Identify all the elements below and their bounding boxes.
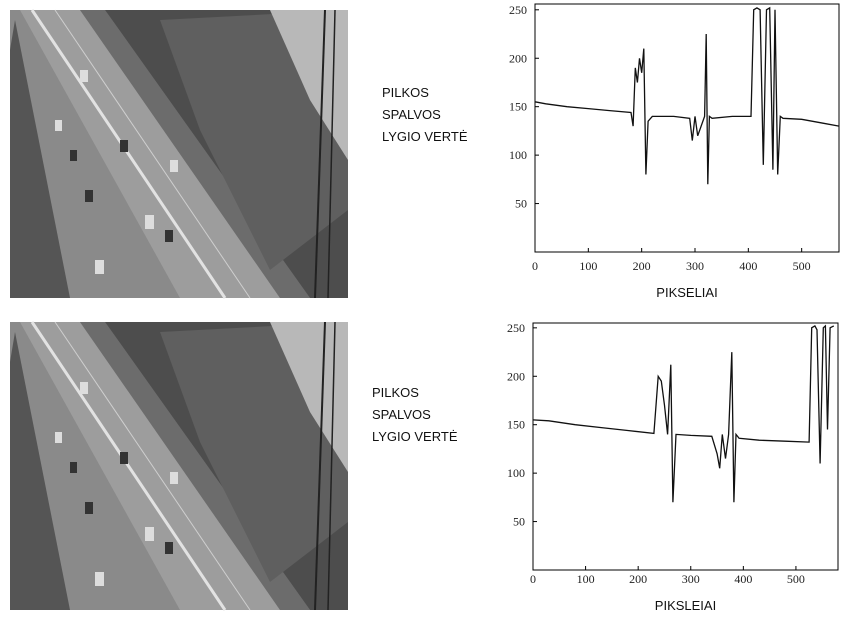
- y-axis-label: PILKOS: [382, 85, 429, 100]
- x-axis-label: PIKSELIAI: [656, 285, 717, 300]
- y-tick-label: 250: [507, 321, 525, 335]
- y-tick-label: 250: [509, 3, 527, 17]
- y-tick-label: 50: [513, 515, 525, 529]
- x-tick-label: 200: [633, 259, 651, 273]
- y-tick-label: 150: [507, 418, 525, 432]
- y-tick-label: 200: [507, 369, 525, 383]
- y-tick-label: 100: [509, 148, 527, 162]
- y-axis-label: LYGIO VERTĖ: [372, 429, 458, 444]
- y-tick-label: 100: [507, 466, 525, 480]
- x-tick-label: 500: [787, 572, 805, 586]
- figure: 501001502002500100200300400500PILKOSSPAL…: [0, 0, 841, 624]
- y-axis-label: LYGIO VERTĖ: [382, 129, 468, 144]
- y-tick-label: 150: [509, 100, 527, 114]
- x-tick-label: 0: [532, 259, 538, 273]
- x-tick-label: 500: [793, 259, 811, 273]
- x-tick-label: 300: [686, 259, 704, 273]
- y-tick-label: 200: [509, 51, 527, 65]
- y-axis-label: SPALVOS: [382, 107, 441, 122]
- plot-frame: [533, 323, 838, 570]
- x-tick-label: 100: [579, 259, 597, 273]
- x-tick-label: 400: [739, 259, 757, 273]
- x-tick-label: 300: [682, 572, 700, 586]
- y-axis-label: PILKOS: [372, 385, 419, 400]
- x-tick-label: 100: [577, 572, 595, 586]
- photo: [10, 322, 348, 610]
- x-tick-label: 400: [734, 572, 752, 586]
- data-line: [535, 8, 839, 184]
- plot-frame: [535, 4, 839, 252]
- y-tick-label: 50: [515, 197, 527, 211]
- photo: [10, 10, 348, 298]
- x-tick-label: 0: [530, 572, 536, 586]
- x-axis-label: PIKSLEIAI: [655, 598, 716, 613]
- y-axis-label: SPALVOS: [372, 407, 431, 422]
- data-line: [533, 326, 834, 502]
- x-tick-label: 200: [629, 572, 647, 586]
